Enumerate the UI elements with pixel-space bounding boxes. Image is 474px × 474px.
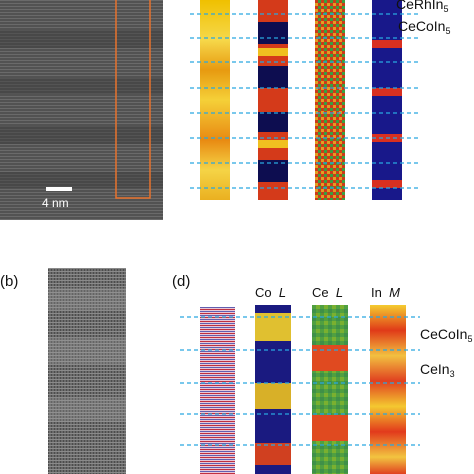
scale-bar-label: 4 nm (42, 196, 69, 210)
map-ce (312, 305, 348, 474)
eels-maps-top (180, 0, 420, 205)
label-cecoin5-top: CeCoIn5 (398, 18, 451, 36)
map-in (370, 305, 406, 474)
label-cecoin5-bottom: CeCoIn5 (420, 326, 473, 344)
atomic-model (200, 307, 235, 474)
stem-image-top (0, 0, 163, 220)
map-1 (200, 0, 230, 200)
roi-box (115, 0, 151, 199)
label-cerhin5: CeRhIn5 (396, 0, 449, 14)
header-ce-l: Ce L (312, 285, 344, 300)
header-in-m: In M (371, 285, 400, 300)
panel-label-b: (b) (0, 273, 19, 290)
map-2 (258, 0, 288, 200)
map-3 (315, 0, 345, 200)
dashed-lines-top (190, 13, 420, 189)
label-cein3: CeIn3 (420, 361, 455, 379)
panel-label-d: (d) (172, 273, 191, 290)
scale-bar (46, 187, 72, 191)
map-co (255, 305, 291, 474)
header-co-l: Co L (255, 285, 287, 300)
stem-image-bottom (48, 268, 126, 474)
dashed-lines-bottom (180, 316, 420, 446)
eels-maps-bottom (180, 305, 420, 474)
